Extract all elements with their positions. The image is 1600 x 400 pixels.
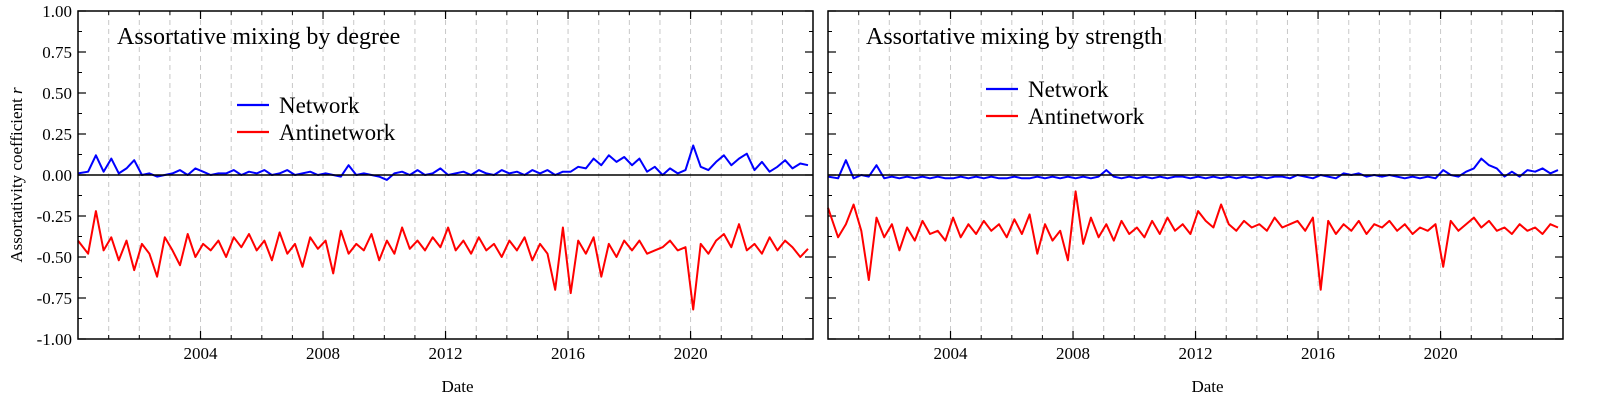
y-tick-label: 0.50 [42,84,72,103]
x-tick-label: 2016 [1301,344,1335,363]
x-tick-label: 2016 [551,344,585,363]
x-tick-label: 2004 [934,344,969,363]
y-tick-label: 0.75 [42,43,72,62]
x-tick-label: 2020 [674,344,708,363]
series-line-antinetwork [827,190,1559,291]
y-tick-label: -1.00 [37,330,72,349]
x-tick-label: 2020 [1424,344,1458,363]
panel-degree: 2004 2008 2012 2016 2020 1.00 0.75 0.50 0.25 0.00… [37,2,814,396]
x-tick-label: 2012 [1179,344,1213,363]
x-axis-label: Date [441,377,473,396]
panel-strength: 2004 2008 2012 2016 2020 Assortative mixing b… [827,10,1564,396]
legend-label: Antinetwork [279,120,396,145]
plot-frame [77,10,814,340]
plot-frame [827,10,1564,340]
x-tick-label: 2004 [184,344,219,363]
x-tick-label: 2008 [306,344,340,363]
x-tick-label: 2008 [1056,344,1090,363]
series-line-network [827,157,1559,180]
series-line-network [77,144,809,181]
x-tick-label: 2012 [429,344,463,363]
y-tick-label: 0.00 [42,166,72,185]
series-line-antinetwork [77,210,809,311]
y-tick-label: -0.25 [37,207,72,226]
y-tick-label: 0.25 [42,125,72,144]
y-tick-label: -0.50 [37,248,72,267]
panel-title: Assortative mixing by degree [117,24,400,50]
y-tick-label: -0.75 [37,289,72,308]
y-axis-label: Assortativity coefficient r [7,87,26,263]
legend-label: Antinetwork [1028,104,1145,129]
y-tick-label: 1.00 [42,2,72,21]
legend-label: Network [1028,77,1109,102]
x-axis-label: Date [1191,377,1223,396]
legend-label: Network [279,93,360,118]
panel-title: Assortative mixing by strength [866,24,1163,50]
